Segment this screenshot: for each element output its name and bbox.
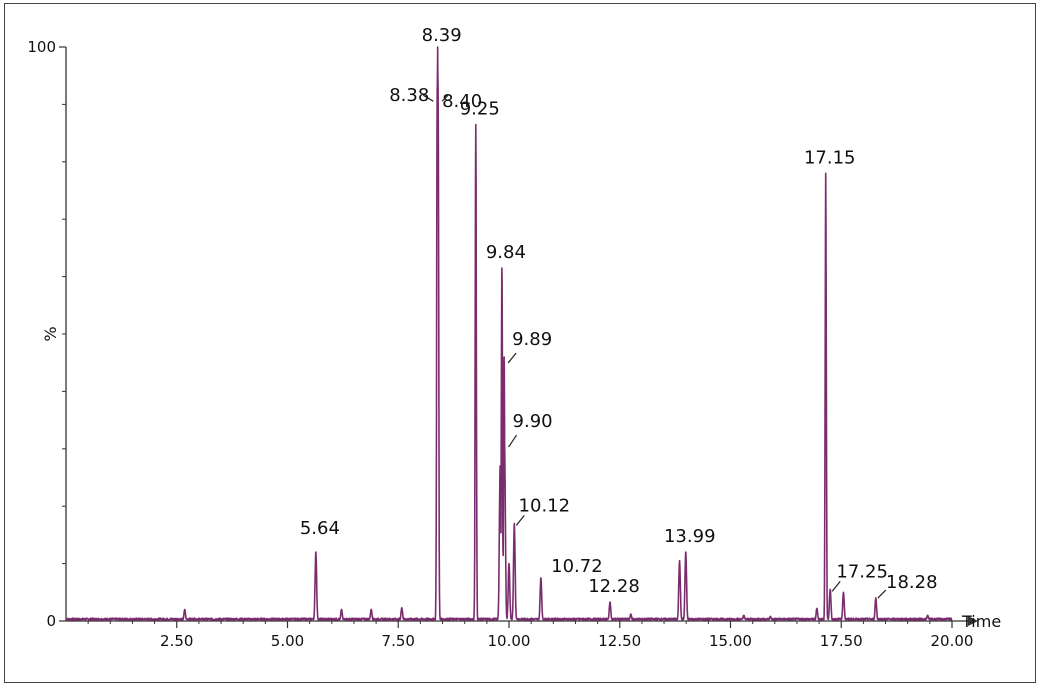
x-tick-label: 17.50 (820, 632, 863, 650)
peak-leader-line (831, 581, 841, 592)
peak-label: 12.28 (588, 576, 640, 597)
x-tick-label: 5.00 (271, 632, 304, 650)
y-axis-label: % (41, 326, 60, 341)
x-tick-label: 12.50 (598, 632, 641, 650)
peak-label: 17.15 (804, 147, 856, 168)
x-axis-label: Time (961, 612, 1001, 631)
axes: 2.50 5.00 7.50 10.00 12.50 15.00 17.50 20.00 0 10… (27, 38, 1001, 650)
peak-labels: 5.64 8.38 8.39 8.409.25 9.84 9.89 9.90 10.12 10.… (300, 25, 938, 599)
peak-leader-line (877, 589, 887, 599)
peak-label: 10.12 (519, 495, 571, 516)
peak-label: 10.72 (551, 556, 603, 577)
chromatogram-trace (65, 46, 953, 621)
x-tick-label: 20.00 (931, 632, 974, 650)
peak-label: 8.39 (422, 25, 462, 46)
y-tick-label: 0 (46, 612, 56, 630)
peak-label: 8.40 (442, 91, 482, 112)
peak-leader-line (515, 515, 525, 526)
peak-label: 9.90 (513, 411, 553, 432)
x-tick-label: 15.00 (709, 632, 752, 650)
peak-label: 13.99 (664, 526, 716, 547)
x-tick-label: 2.50 (160, 632, 193, 650)
peak-label: 17.25 (836, 561, 888, 582)
peak-label: 5.64 (300, 518, 340, 539)
peak-leader-line (422, 94, 434, 102)
x-axis-arrow (968, 616, 978, 626)
peak-leader-line (508, 434, 518, 448)
peak-leader-line (507, 352, 517, 364)
y-tick-label: 100 (27, 38, 56, 56)
peak-label: 18.28 (886, 572, 938, 593)
peak-label: 8.38 (389, 85, 429, 106)
peak-leader-line (441, 94, 449, 102)
peak-label: 9.89 (512, 329, 552, 350)
x-tick-label: 10.00 (488, 632, 531, 650)
peak-label: 9.84 (486, 242, 526, 263)
peak-label: 9.25 (460, 98, 500, 119)
x-tick-label: 7.50 (382, 632, 415, 650)
chart-frame (4, 3, 1036, 683)
